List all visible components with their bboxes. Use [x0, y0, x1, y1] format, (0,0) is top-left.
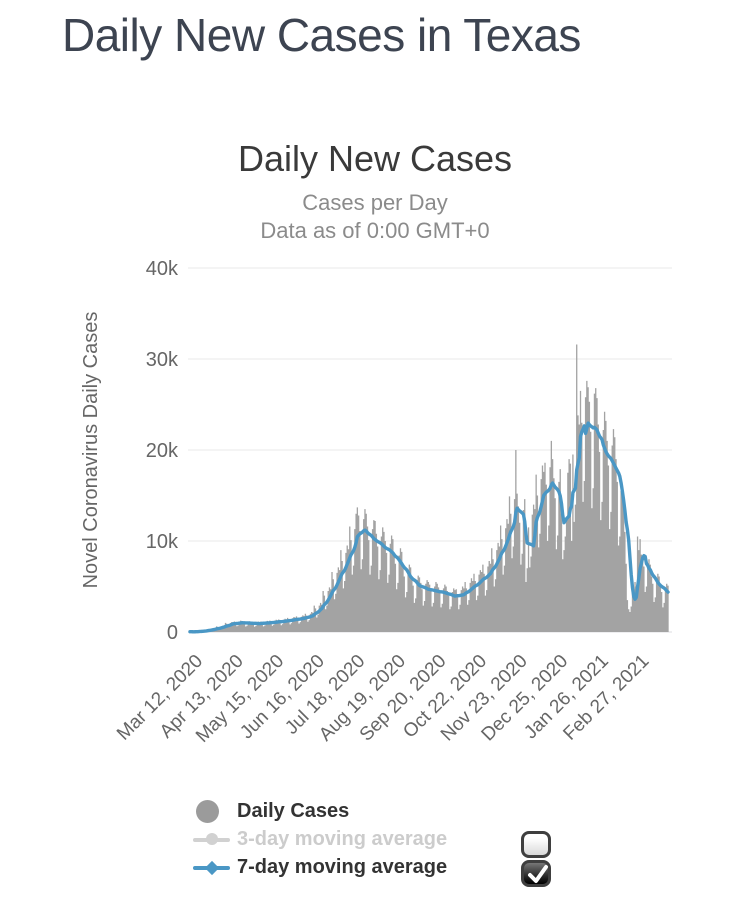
seven-day-average-line-icon: [193, 853, 235, 881]
checkbox-3day-average[interactable]: [521, 831, 551, 858]
chart-subtitle-data-as-of: Data as of 0:00 GMT+0: [260, 218, 490, 243]
legend-label-3day-average: 3-day moving average: [237, 827, 448, 850]
chart-subtitle-cases-per-day: Cases per Day: [302, 190, 448, 215]
three-day-average-line-icon: [193, 825, 235, 853]
legend-label-7day-average: 7-day moving average: [237, 855, 448, 878]
y-tick-label: 0: [167, 622, 178, 644]
legend-item-daily-cases[interactable]: Daily Cases: [193, 797, 447, 825]
checkbox-7day-average[interactable]: [521, 860, 551, 887]
plot-area[interactable]: 0 10k 20k 30k 40k Novel Coronavirus Daily Cas…: [0, 248, 750, 793]
page-title: Daily New Cases in Texas: [62, 9, 581, 61]
chart-title: Daily New Cases: [237, 138, 513, 179]
legend-label-daily-cases: Daily Cases: [237, 799, 350, 822]
daily-cases-circle-icon: [193, 797, 235, 825]
y-tick-label: 20k: [146, 440, 179, 462]
seven-day-average-line: [188, 421, 670, 634]
y-tick-label: 30k: [146, 349, 179, 371]
checkmark-icon: [528, 865, 548, 883]
chart-legend: Daily Cases 3-day moving average 7-day m…: [193, 797, 447, 881]
y-tick-label: 40k: [146, 258, 179, 280]
y-tick-label: 10k: [146, 531, 179, 553]
legend-item-7day-average[interactable]: 7-day moving average: [193, 853, 447, 881]
legend-item-3day-average[interactable]: 3-day moving average: [193, 825, 447, 853]
y-axis-title: Novel Coronavirus Daily Cases: [80, 312, 102, 589]
